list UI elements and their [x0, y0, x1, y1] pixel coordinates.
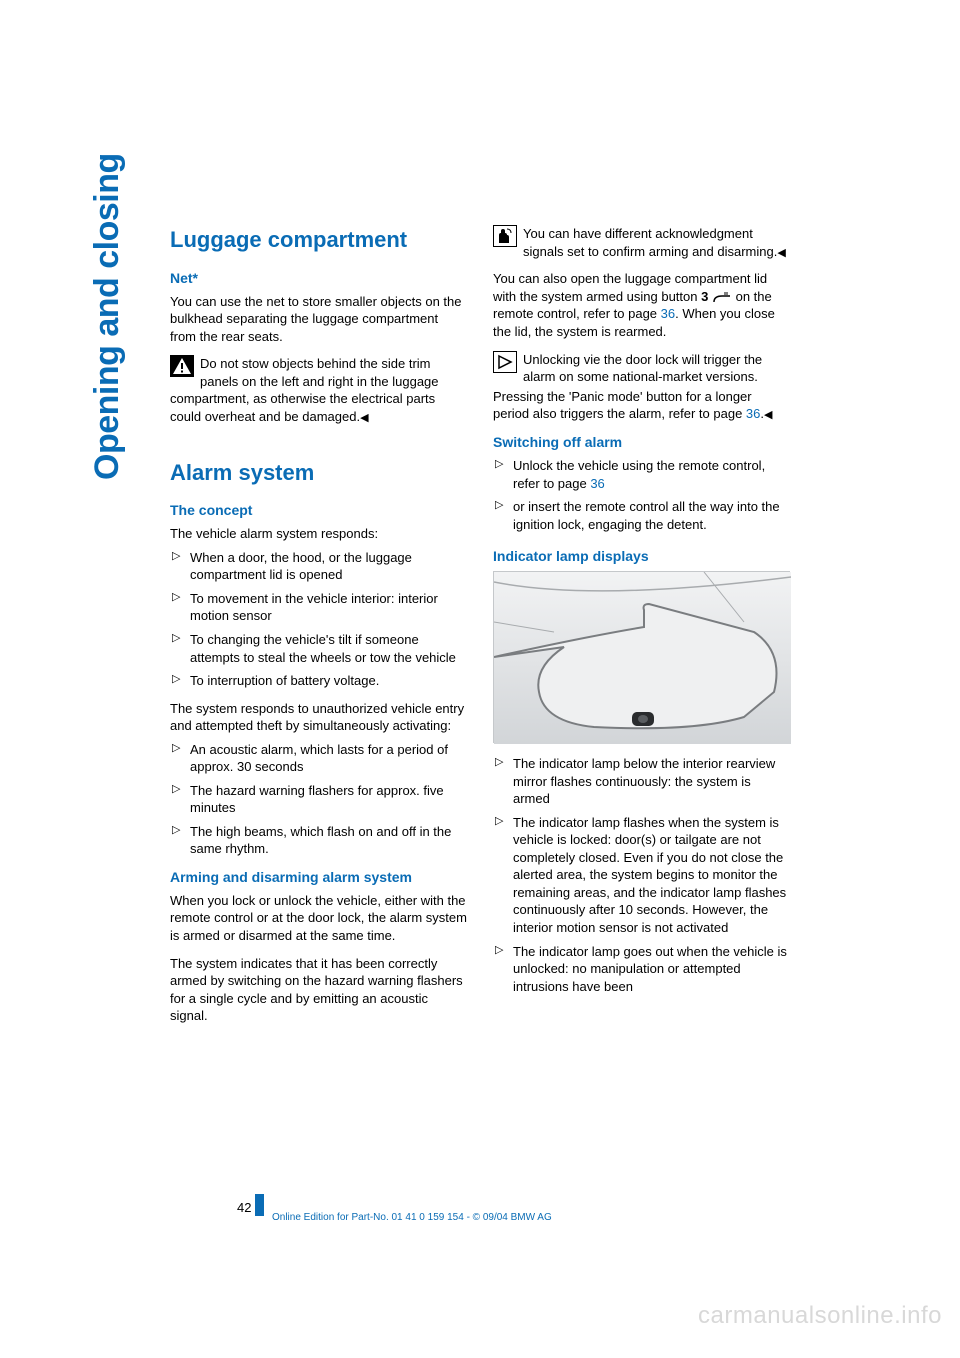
- list-item: The indicator lamp goes out when the veh…: [493, 943, 790, 996]
- tip1-text: You can have different acknowledgment si…: [523, 226, 777, 259]
- heading-switching-off: Switching off alarm: [493, 433, 790, 452]
- list-item: To movement in the vehicle interior: int…: [170, 590, 467, 625]
- column-right: You can have different acknowledgment si…: [493, 225, 790, 1035]
- heading-alarm: Alarm system: [170, 458, 467, 488]
- heading-luggage: Luggage compartment: [170, 225, 467, 255]
- page-ref: 36: [590, 476, 604, 491]
- page-ref: 36: [746, 406, 760, 421]
- list-item: The high beams, which flash on and off i…: [170, 823, 467, 858]
- tip-block-2: Unlocking vie the door lock will trigger…: [493, 351, 790, 386]
- list-item: To interruption of battery voltage.: [170, 672, 467, 690]
- watermark: carmanualsonline.info: [698, 1302, 942, 1330]
- button-number: 3: [701, 289, 708, 304]
- heading-net: Net*: [170, 269, 467, 288]
- switching-off-list: Unlock the vehicle using the remote cont…: [493, 457, 790, 533]
- concept-list: When a door, the hood, or the luggage co…: [170, 549, 467, 690]
- list-item: To changing the vehicle's tilt if someon…: [170, 631, 467, 666]
- list-item: The indicator lamp flashes when the syst…: [493, 814, 790, 937]
- warning-text: Do not stow objects behind the side trim…: [170, 356, 439, 424]
- arming-p1: When you lock or unlock the vehicle, eit…: [170, 892, 467, 945]
- tip-block-1: You can have different acknowledgment si…: [493, 225, 790, 260]
- side-section-label: Opening and closing: [88, 153, 127, 480]
- heading-concept: The concept: [170, 501, 467, 520]
- list-item: An acoustic alarm, which lasts for a per…: [170, 741, 467, 776]
- switch-item1-pre: Unlock the vehicle using the remote cont…: [513, 458, 765, 491]
- arming-p2: The system indicates that it has been co…: [170, 955, 467, 1025]
- page-ref: 36: [661, 306, 675, 321]
- net-paragraph: You can use the net to store smaller obj…: [170, 293, 467, 346]
- concept-intro: The vehicle alarm system responds:: [170, 525, 467, 543]
- lamp-list: The indicator lamp below the interior re…: [493, 755, 790, 995]
- warning-block: Do not stow objects behind the side trim…: [170, 355, 467, 425]
- tip2-text: Unlocking vie the door lock will trigger…: [523, 352, 762, 385]
- list-item: The hazard warning flashers for approx. …: [170, 782, 467, 817]
- list-item: When a door, the hood, or the luggage co…: [170, 549, 467, 584]
- trunk-open-icon: [712, 292, 732, 304]
- responds-paragraph: The system responds to unauthorized vehi…: [170, 700, 467, 735]
- end-mark: ◀: [764, 409, 772, 421]
- page-content: Luggage compartment Net* You can use the…: [170, 225, 790, 1035]
- responds-list: An acoustic alarm, which lasts for a per…: [170, 741, 467, 858]
- list-item: The indicator lamp below the interior re…: [493, 755, 790, 808]
- warning-icon: [170, 355, 194, 377]
- end-mark: ◀: [777, 247, 785, 259]
- panic-paragraph: Pressing the 'Panic mode' button for a l…: [493, 388, 790, 423]
- heading-indicator-lamp: Indicator lamp displays: [493, 547, 790, 566]
- open-luggage-paragraph: You can also open the luggage compartmen…: [493, 270, 790, 340]
- list-item: Unlock the vehicle using the remote cont…: [493, 457, 790, 492]
- column-left: Luggage compartment Net* You can use the…: [170, 225, 467, 1035]
- list-item: or insert the remote control all the way…: [493, 498, 790, 533]
- note-icon: [493, 351, 517, 373]
- tip2-p2-pre: Pressing the 'Panic mode' button for a l…: [493, 389, 752, 422]
- tip-icon: [493, 225, 517, 247]
- footer-text: Online Edition for Part-No. 01 41 0 159 …: [272, 1212, 552, 1223]
- page-number-bar: [255, 1194, 264, 1216]
- page-number: 42: [237, 1200, 251, 1215]
- heading-arming: Arming and disarming alarm system: [170, 868, 467, 887]
- mirror-figure: [493, 571, 790, 743]
- end-mark: ◀: [360, 412, 368, 424]
